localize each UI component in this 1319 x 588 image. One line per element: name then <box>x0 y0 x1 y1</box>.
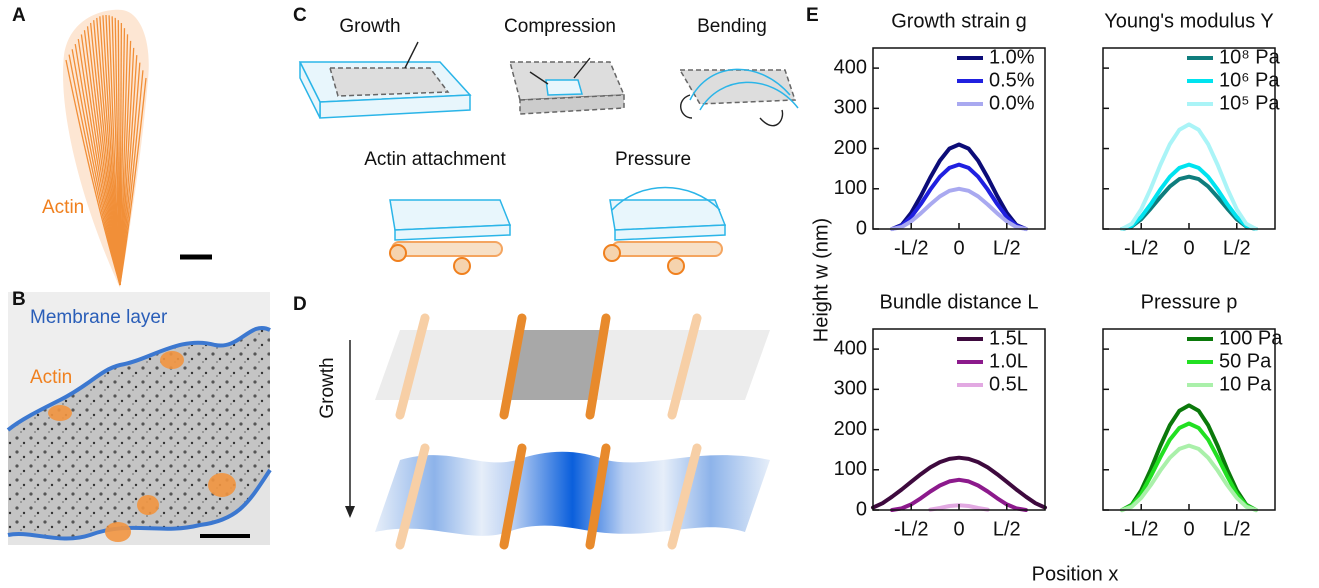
chart-title: Young's modulus Y <box>1104 10 1274 32</box>
x-tick-label: L/2 <box>993 518 1021 540</box>
legend-label: 1.0L <box>989 350 1028 372</box>
x-tick-label: 0 <box>1183 518 1194 540</box>
panel-a: A Actin <box>12 5 212 288</box>
y-tick-label: 200 <box>834 418 867 440</box>
x-tick-label: 0 <box>953 518 964 540</box>
y-tick-label: 0 <box>856 217 867 239</box>
legend-label: 100 Pa <box>1219 327 1283 349</box>
panel-label: C <box>293 5 307 26</box>
x-tick-label: 0 <box>1183 237 1194 259</box>
panel-d: D Growth <box>293 294 770 545</box>
series-line <box>1122 446 1256 510</box>
x-tick-label: -L/2 <box>894 237 928 259</box>
y-tick-label: 400 <box>834 56 867 78</box>
membrane-label: Membrane layer <box>30 307 168 328</box>
legend-label: 1.5L <box>989 327 1028 349</box>
panel-label: D <box>293 294 307 315</box>
panel-b: B Membrane layer Actin <box>8 289 270 545</box>
legend-label: 50 Pa <box>1219 350 1272 372</box>
actin-rods <box>390 242 722 274</box>
x-axis-label: Position x <box>1032 563 1119 585</box>
y-tick-label: 300 <box>834 378 867 400</box>
y-tick-label: 300 <box>834 97 867 119</box>
schematic-title: Bending <box>697 16 767 37</box>
y-tick-label: 100 <box>834 458 867 480</box>
schematic-title: Growth <box>339 16 400 37</box>
legend-label: 10⁶ Pa <box>1219 69 1280 91</box>
legend-label: 0.5L <box>989 373 1028 395</box>
chart-title: Pressure p <box>1141 291 1238 313</box>
legend-label: 0.5% <box>989 69 1035 91</box>
legend-label: 10⁵ Pa <box>1219 92 1280 114</box>
y-tick-label: 400 <box>834 337 867 359</box>
schematic-title: Compression <box>504 16 616 37</box>
chart-title: Growth strain g <box>891 10 1027 32</box>
series-line <box>873 458 1045 508</box>
x-tick-label: L/2 <box>1223 518 1251 540</box>
panel-c: C Growth Compression Bending Actin attac… <box>293 5 798 274</box>
x-tick-label: L/2 <box>993 237 1021 259</box>
y-axis-label: Height w (nm) <box>810 218 832 342</box>
legend-label: 10⁸ Pa <box>1219 46 1281 68</box>
sheet-grown <box>375 452 770 536</box>
panel-e: E Height w (nm) Position x Growth strain… <box>806 5 1283 585</box>
page: {"panels": { "A": {"label": "A", "actin"… <box>0 0 1319 588</box>
x-tick-label: -L/2 <box>894 518 928 540</box>
x-tick-label: -L/2 <box>1124 237 1158 259</box>
actin-label: Actin <box>30 367 72 388</box>
figure: A Actin B Membrane layer Actin C Growth … <box>0 0 1319 588</box>
panel-label: E <box>806 5 819 26</box>
panel-label: A <box>12 5 26 26</box>
y-tick-label: 0 <box>856 498 867 520</box>
x-tick-label: -L/2 <box>1124 518 1158 540</box>
legend-label: 10 Pa <box>1219 373 1272 395</box>
y-tick-label: 200 <box>834 137 867 159</box>
legend-label: 1.0% <box>989 46 1035 68</box>
y-tick-label: 100 <box>834 177 867 199</box>
schematic-title: Actin attachment <box>364 149 506 170</box>
schematic-title: Pressure <box>615 149 691 170</box>
actin-label: Actin <box>42 197 84 218</box>
growth-label: Growth <box>317 357 338 418</box>
arrow-head <box>345 506 355 518</box>
x-tick-label: 0 <box>953 237 964 259</box>
x-tick-label: L/2 <box>1223 237 1251 259</box>
legend-label: 0.0% <box>989 92 1035 114</box>
panel-label: B <box>12 289 26 310</box>
chart-title: Bundle distance L <box>879 291 1038 313</box>
